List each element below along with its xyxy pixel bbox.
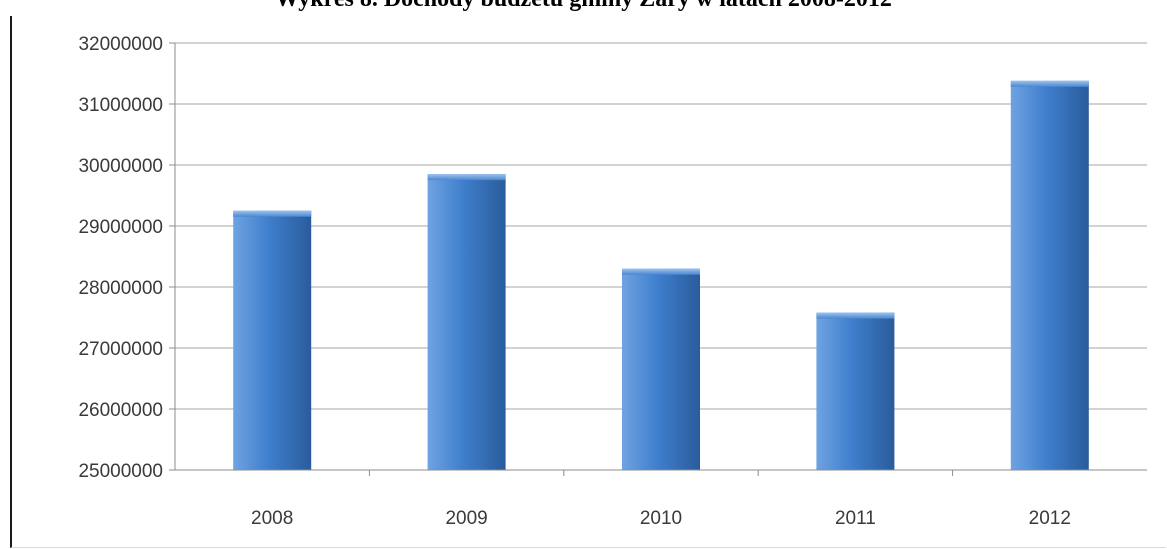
- bar: [233, 210, 312, 470]
- y-tick-label: 25000000: [78, 461, 163, 482]
- bar: [622, 268, 700, 470]
- x-tick-label: 2009: [445, 508, 487, 529]
- bar-2011: [816, 312, 895, 470]
- bar-top-highlight: [1010, 80, 1089, 87]
- y-tick-label: 29000000: [78, 217, 163, 238]
- bar-2008: [233, 210, 312, 470]
- bar-top-highlight: [233, 210, 312, 217]
- chart-title: Wykres 8. Dochody budżetu gminy Żary w l…: [0, 0, 1167, 13]
- x-tick-label: 2012: [1029, 508, 1071, 529]
- x-axis-tick-labels: 2008 2009 2010 2011 2012: [251, 470, 1071, 529]
- y-tick-label: 28000000: [78, 278, 163, 299]
- bar-2010: [622, 268, 700, 470]
- y-tick-label: 30000000: [78, 156, 163, 177]
- bar: [427, 174, 506, 470]
- y-axis-tick-labels: 25000000 26000000 27000000 28000000 29000000…: [78, 34, 163, 482]
- chart-frame: [10, 16, 1166, 548]
- y-tick-label: 31000000: [78, 95, 163, 116]
- bar-top-highlight: [816, 312, 895, 319]
- y-tick-label: 26000000: [78, 400, 163, 421]
- bar-top-highlight: [622, 268, 700, 275]
- bar: [1010, 80, 1089, 470]
- bar: [816, 312, 895, 470]
- bar-2012: [1010, 80, 1089, 470]
- x-tick-label: 2011: [835, 508, 876, 529]
- y-tick-label: 27000000: [78, 339, 163, 360]
- bar-top-highlight: [427, 174, 506, 181]
- axes: [174, 43, 1147, 471]
- x-tick-label: 2010: [640, 508, 682, 529]
- bars: [233, 80, 1089, 470]
- gridlines: [169, 42, 1147, 471]
- x-tick-label: 2008: [251, 508, 293, 529]
- bar-2009: [427, 174, 506, 470]
- y-tick-label: 32000000: [78, 34, 163, 55]
